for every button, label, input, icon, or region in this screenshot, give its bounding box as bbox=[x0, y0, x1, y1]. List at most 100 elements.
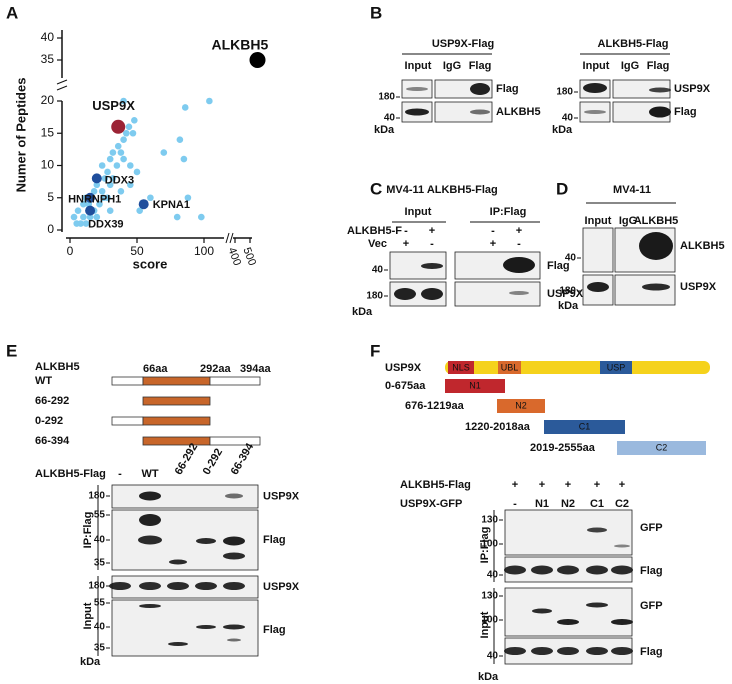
panel-label: A bbox=[6, 3, 18, 22]
blot-title: USP9X-Flag bbox=[432, 38, 494, 50]
fragment-box bbox=[497, 399, 545, 413]
construct-label: WT bbox=[35, 375, 52, 387]
blot-band bbox=[586, 602, 608, 608]
fragment-box bbox=[617, 441, 706, 455]
lane-label: - bbox=[513, 498, 517, 510]
blot-box bbox=[111, 484, 259, 509]
blot-band bbox=[649, 87, 671, 93]
construct-segment bbox=[142, 436, 211, 446]
y-tick-label: 20 bbox=[41, 93, 55, 107]
marker-label: 180 bbox=[88, 581, 105, 592]
scatter-point bbox=[184, 194, 192, 202]
highlight-point bbox=[85, 192, 96, 203]
scatter-point bbox=[127, 181, 134, 189]
scatter-point bbox=[82, 220, 90, 227]
blot-band bbox=[394, 288, 416, 300]
scatter-point bbox=[113, 162, 121, 169]
scatter-point bbox=[114, 142, 122, 150]
blot-band bbox=[196, 625, 216, 629]
point-label: KPNA1 bbox=[153, 199, 190, 211]
lane-label: ALKBH5 bbox=[634, 215, 679, 227]
x-tick-label: 500 bbox=[240, 246, 258, 267]
band-label: Flag bbox=[496, 83, 519, 95]
blot-band bbox=[139, 582, 161, 590]
lane-label: IgG bbox=[621, 60, 639, 72]
axis-break bbox=[225, 232, 230, 244]
protein-bar bbox=[445, 361, 710, 374]
point-label: DDX3 bbox=[105, 174, 134, 186]
condition-label: Vec bbox=[368, 238, 387, 250]
scatter-point bbox=[133, 168, 141, 176]
blot-band bbox=[138, 535, 162, 545]
blot-band bbox=[139, 604, 161, 608]
blot-band bbox=[531, 565, 553, 575]
blot-band bbox=[227, 638, 241, 642]
lane-label: Input bbox=[583, 60, 610, 72]
scatter-point bbox=[176, 136, 184, 143]
condition-label: ALKBH5-Flag bbox=[400, 479, 471, 491]
marker-label: 55 bbox=[94, 598, 106, 609]
blot-band bbox=[557, 647, 579, 655]
scatter-point bbox=[122, 129, 130, 137]
scatter-point bbox=[160, 149, 168, 156]
scatter-point bbox=[106, 207, 114, 214]
blot-band bbox=[223, 582, 245, 590]
band-label: USP9X bbox=[680, 281, 717, 293]
group-label: IP:Flag bbox=[82, 512, 94, 549]
band-label: GFP bbox=[640, 600, 663, 612]
construct-label: 66-394 bbox=[35, 435, 70, 447]
blot-band bbox=[586, 565, 608, 575]
lane-label: WT bbox=[141, 468, 158, 480]
blot-band bbox=[584, 110, 606, 114]
marker-label: 40 bbox=[487, 570, 499, 581]
fragment-name: C1 bbox=[579, 421, 591, 431]
highlight-point bbox=[111, 119, 126, 134]
lane-label: - bbox=[118, 468, 122, 480]
scatter-point bbox=[198, 213, 205, 221]
construct-label: 0-292 bbox=[35, 415, 63, 427]
panel-label: E bbox=[6, 341, 17, 360]
unit-label: kDa bbox=[552, 124, 573, 136]
panel-label: B bbox=[370, 3, 382, 22]
blot-box bbox=[504, 587, 633, 637]
position-label: 292aa bbox=[200, 363, 231, 375]
fragment-label: 1220-2018aa bbox=[465, 421, 531, 433]
lane-label: Flag bbox=[469, 60, 492, 72]
panel-label: D bbox=[556, 179, 568, 198]
construct-segment bbox=[209, 436, 261, 446]
domain-label: NLS bbox=[452, 362, 470, 372]
x-tick-label: 0 bbox=[67, 244, 74, 258]
domain-label: USP bbox=[607, 362, 626, 372]
sign: + bbox=[516, 225, 522, 237]
scatter-point bbox=[181, 104, 189, 111]
sign: + bbox=[490, 238, 496, 250]
blot-band bbox=[611, 619, 633, 625]
scatter-point bbox=[106, 155, 114, 163]
lane-label: C2 bbox=[615, 498, 629, 510]
scatter-point bbox=[90, 188, 98, 195]
marker-label: 40 bbox=[94, 622, 106, 633]
y-tick-label: 40 bbox=[41, 30, 55, 44]
scatter-point bbox=[109, 175, 117, 182]
scatter-point bbox=[98, 188, 106, 195]
blot-title: MV4-11 bbox=[613, 184, 651, 196]
blot-band bbox=[168, 642, 188, 646]
blot-band bbox=[225, 493, 243, 499]
y-tick-label: 15 bbox=[41, 125, 55, 139]
blot-band bbox=[406, 87, 428, 91]
blot-band bbox=[649, 106, 671, 118]
blot-band bbox=[470, 83, 490, 95]
fragment-name: N2 bbox=[515, 400, 527, 410]
band-label: USP9X bbox=[674, 83, 711, 95]
lane-label: Flag bbox=[647, 60, 670, 72]
marker-label: 130 bbox=[481, 515, 498, 526]
lane-label: + bbox=[539, 479, 545, 491]
unit-label: kDa bbox=[558, 300, 579, 312]
group-label: IP:Flag bbox=[479, 527, 491, 564]
marker-label: 40 bbox=[487, 651, 499, 662]
blot-band bbox=[223, 552, 245, 560]
scatter-point bbox=[120, 97, 127, 105]
panel-label: F bbox=[370, 341, 380, 360]
construct-segment bbox=[142, 416, 211, 426]
position-label: 66aa bbox=[143, 363, 168, 375]
